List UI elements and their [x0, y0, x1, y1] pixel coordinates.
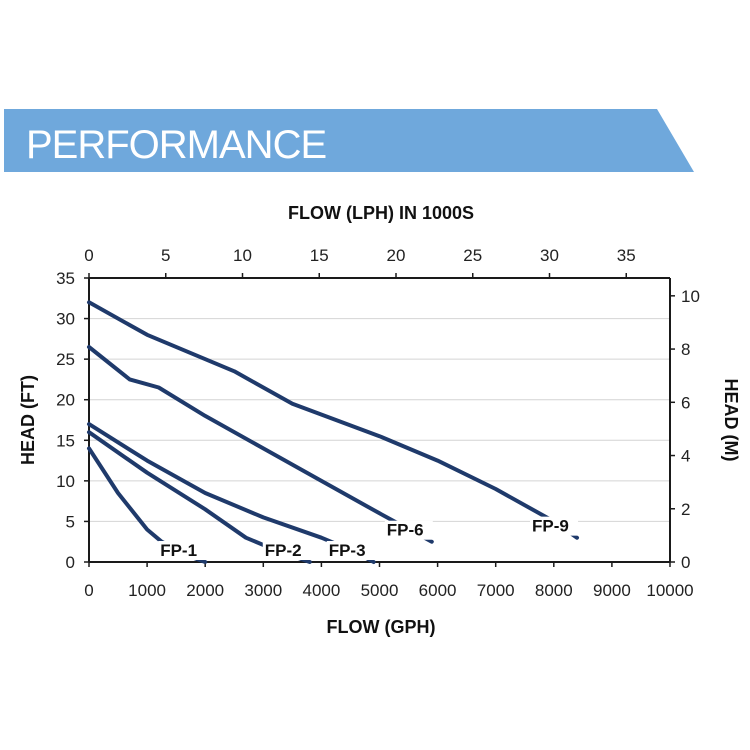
performance-banner — [4, 109, 694, 172]
y-axis-title: HEAD (FT) — [18, 375, 38, 465]
y-tick-label: 15 — [56, 431, 75, 450]
series-label-fp-1: FP-1 — [160, 541, 197, 560]
x2-tick-label: 15 — [310, 246, 329, 265]
series-label-fp-6: FP-6 — [387, 521, 424, 540]
x-tick-label: 9000 — [593, 581, 631, 600]
x-tick-label: 7000 — [477, 581, 515, 600]
x-tick-label: 5000 — [361, 581, 399, 600]
x2-tick-label: 10 — [233, 246, 252, 265]
series-label-bg — [262, 541, 311, 560]
x2-tick-label: 35 — [617, 246, 636, 265]
y2-tick-label: 4 — [681, 447, 690, 466]
y-tick-label: 25 — [56, 350, 75, 369]
series-label-bg — [530, 516, 579, 536]
x-tick-label: 3000 — [244, 581, 282, 600]
y-tick-label: 30 — [56, 310, 75, 329]
y-tick-label: 5 — [66, 512, 75, 531]
y-tick-label: 0 — [66, 553, 75, 572]
x2-axis-title: FLOW (LPH) IN 1000S — [288, 203, 474, 223]
series-labels: FP-1 FP-2 FP-3 FP-6 FP-9 — [158, 516, 579, 560]
x2-tick-label: 0 — [84, 246, 93, 265]
y2-tick-label: 2 — [681, 500, 690, 519]
series-label-fp-9: FP-9 — [532, 517, 569, 536]
series-label-bg — [158, 541, 207, 560]
y2-tick-label: 8 — [681, 340, 690, 359]
series-label-fp-2: FP-2 — [265, 541, 302, 560]
x-tick-label: 8000 — [535, 581, 573, 600]
x-tick-label: 10000 — [646, 581, 693, 600]
x2-tick-label: 25 — [463, 246, 482, 265]
y2-tick-label: 10 — [681, 287, 700, 306]
x-tick-label: 1000 — [128, 581, 166, 600]
y2-tick-label: 6 — [681, 393, 690, 412]
banner-title: PERFORMANCE — [26, 123, 326, 167]
y-tick-label: 20 — [56, 391, 75, 410]
y2-tick-label: 0 — [681, 553, 690, 572]
series-label-bg — [384, 520, 433, 540]
curve-fp-6 — [87, 345, 434, 544]
x-tick-label: 0 — [84, 581, 93, 600]
series-label-fp-3: FP-3 — [329, 541, 366, 560]
x-tick-label: 4000 — [302, 581, 340, 600]
y-tick-label: 10 — [56, 472, 75, 491]
axes — [84, 273, 675, 567]
x-tick-label: 6000 — [419, 581, 457, 600]
curve-fp-9 — [87, 300, 579, 540]
y2-axis-title: HEAD (M) — [721, 379, 741, 462]
tick-labels: 0 1000 2000 3000 4000 5000 6000 7000 8000 9000 100… — [56, 246, 700, 600]
y-tick-label: 35 — [56, 269, 75, 288]
x-tick-label: 2000 — [186, 581, 224, 600]
series-label-bg — [326, 541, 375, 560]
x2-tick-label: 20 — [387, 246, 406, 265]
x2-tick-label: 30 — [540, 246, 559, 265]
performance-curves — [87, 300, 579, 564]
x-axis-title: FLOW (GPH) — [327, 617, 436, 637]
x2-tick-label: 5 — [161, 246, 170, 265]
